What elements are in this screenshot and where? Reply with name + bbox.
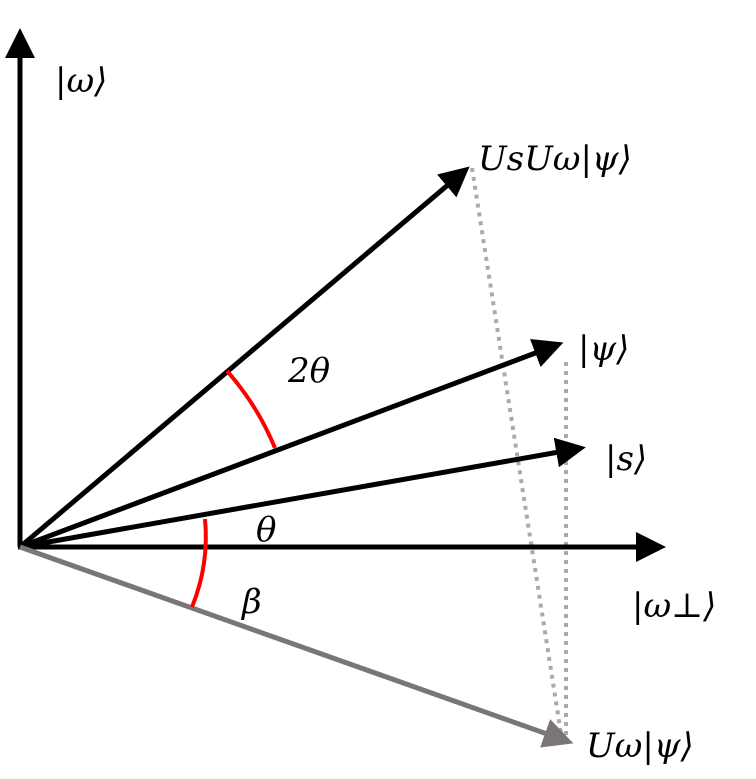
omega-label: |ω⟩ <box>55 61 107 101</box>
two-theta-label: 2θ <box>287 351 330 391</box>
two-theta-arc <box>225 369 277 449</box>
theta-label: θ <box>256 510 276 550</box>
beta-label: β <box>240 582 262 622</box>
psi-label: |ψ⟩ <box>578 329 629 369</box>
psi-vector <box>19 339 564 550</box>
us-uomega-psi-vector <box>18 166 470 549</box>
s-vector <box>19 437 586 550</box>
uomega-psi-label: Uω|ψ⟩ <box>586 726 694 766</box>
s-label: |s⟩ <box>605 439 647 479</box>
theta-beta-arc <box>190 518 208 608</box>
uomega-psi-vector <box>19 544 574 748</box>
us-uomega-psi-label: UsUω|ψ⟩ <box>478 139 632 179</box>
omega-perp-label: |ω⊥⟩ <box>632 586 716 626</box>
projection-line-1 <box>470 167 564 741</box>
